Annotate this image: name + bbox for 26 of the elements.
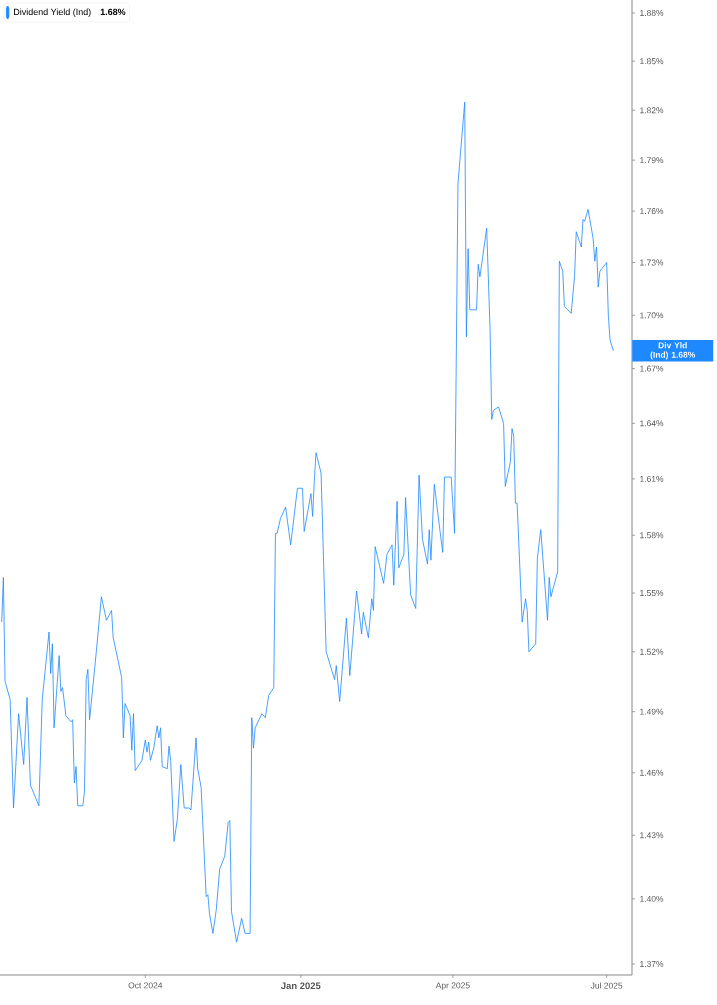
y-tick-label: 1.76% xyxy=(640,208,664,215)
y-tick-label: 1.55% xyxy=(640,590,664,596)
x-tick-label: Jul 2025 xyxy=(590,982,623,989)
y-tick-label: 1.49% xyxy=(640,708,664,715)
y-tick-label: 1.79% xyxy=(640,157,664,164)
y-tick-label: 1.46% xyxy=(640,769,664,776)
legend-label: Dividend Yield (Ind) xyxy=(14,8,91,17)
y-tick-label: 1.85% xyxy=(640,58,664,65)
x-tick-label: Oct 2024 xyxy=(128,982,163,989)
y-tick-label: 1.73% xyxy=(640,259,664,266)
line-series xyxy=(1,101,614,943)
y-tick-label: 1.67% xyxy=(640,365,664,372)
y-tick-label: 1.37% xyxy=(640,960,664,967)
x-tick-label: Jan 2025 xyxy=(280,982,321,990)
y-tick-label: 1.82% xyxy=(640,107,664,114)
y-tick-label: 1.58% xyxy=(640,532,664,539)
x-tick-label: Apr 2025 xyxy=(435,982,470,991)
y-tick-label: 1.64% xyxy=(640,420,664,427)
y-tick-label: 1.70% xyxy=(640,312,664,319)
text: Div Yld (Ind) 1.68% xyxy=(650,342,696,360)
annotation: 1.68% xyxy=(100,8,126,16)
y-tick-label: 1.40% xyxy=(640,895,664,902)
y-tick-label: 1.43% xyxy=(640,832,664,839)
y-tick-label: 1.61% xyxy=(640,475,664,482)
y-tick-label: 1.88% xyxy=(640,9,664,16)
y-tick-label: 1.52% xyxy=(640,648,664,655)
